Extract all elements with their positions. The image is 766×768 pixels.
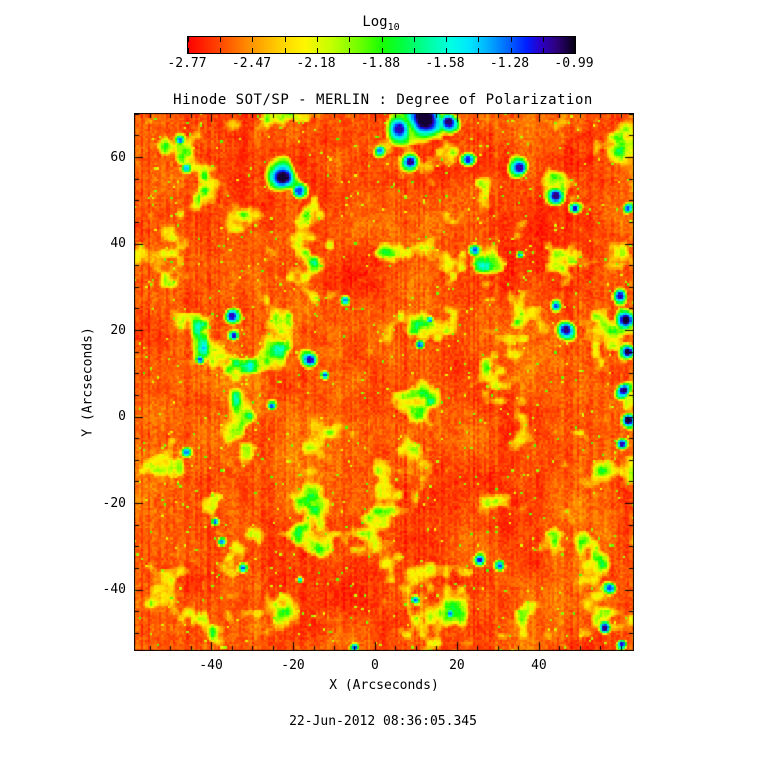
x-tick-label: 20 — [449, 658, 465, 673]
colorbar-tick-mark — [381, 37, 383, 42]
y-tick-label: -40 — [102, 582, 126, 598]
x-axis-title: X (Arcseconds) — [329, 678, 439, 693]
colorbar-tick-mark — [349, 48, 351, 53]
colorbar-tick-mark — [510, 48, 512, 53]
colorbar-tick-label: -1.28 — [489, 56, 530, 71]
colorbar-title-subscript: 10 — [387, 21, 400, 33]
colorbar-title-main: Log — [362, 14, 388, 30]
colorbar-tick-mark — [575, 48, 576, 53]
colorbar-tick-mark — [445, 48, 447, 53]
y-tick-label: 60 — [110, 149, 126, 165]
colorbar-tick-mark — [542, 37, 544, 42]
colorbar-tick-label: -2.18 — [296, 56, 336, 71]
colorbar-tick-label: -0.99 — [554, 56, 594, 71]
colorbar-title: Log10 — [187, 14, 575, 33]
colorbar-tick-mark — [316, 37, 318, 42]
colorbar-tick-mark — [188, 37, 189, 42]
colorbar-tick-mark — [445, 37, 447, 42]
y-tick-label: 20 — [110, 322, 126, 338]
plot-title: Hinode SOT/SP - MERLIN : Degree of Polar… — [173, 92, 593, 108]
colorbar-tick-label: -1.88 — [360, 56, 401, 71]
y-tick-label: 0 — [118, 409, 126, 425]
x-tick-label: -20 — [281, 658, 305, 673]
y-tick-label: 40 — [110, 236, 126, 252]
colorbar-tick-mark — [478, 48, 480, 53]
colorbar-tick-mark — [220, 37, 222, 42]
observation-timestamp: 22-Jun-2012 08:36:05.345 — [289, 714, 477, 729]
colorbar-tick-mark — [220, 48, 222, 53]
colorbar-tick-mark — [252, 48, 254, 53]
x-tick-label: -40 — [199, 658, 223, 673]
y-tick-label: -20 — [102, 495, 126, 511]
colorbar-tick-label: -1.58 — [425, 56, 465, 71]
colorbar-tick-mark — [349, 37, 351, 42]
x-tick-label: 0 — [371, 658, 379, 673]
y-axis-title: Y (Arcseconds) — [80, 327, 96, 437]
heatmap-canvas — [134, 113, 634, 651]
colorbar-tick-mark — [284, 37, 286, 42]
colorbar-tick-mark — [478, 37, 480, 42]
colorbar-tick-mark — [413, 48, 415, 53]
colorbar-tick-mark — [252, 37, 254, 42]
colorbar-gradient — [187, 36, 576, 54]
colorbar-tick-mark — [284, 48, 286, 53]
colorbar-tick-mark — [413, 37, 415, 42]
colorbar-tick-mark — [575, 37, 576, 42]
colorbar-tick-label: -2.77 — [167, 56, 207, 71]
colorbar-tick-mark — [188, 48, 189, 53]
colorbar-tick-mark — [542, 48, 544, 53]
colorbar-tick-mark — [381, 48, 383, 53]
x-tick-label: 40 — [531, 658, 547, 673]
colorbar-tick-mark — [510, 37, 512, 42]
colorbar-tick-mark — [316, 48, 318, 53]
colorbar-tick-label: -2.47 — [231, 56, 272, 71]
